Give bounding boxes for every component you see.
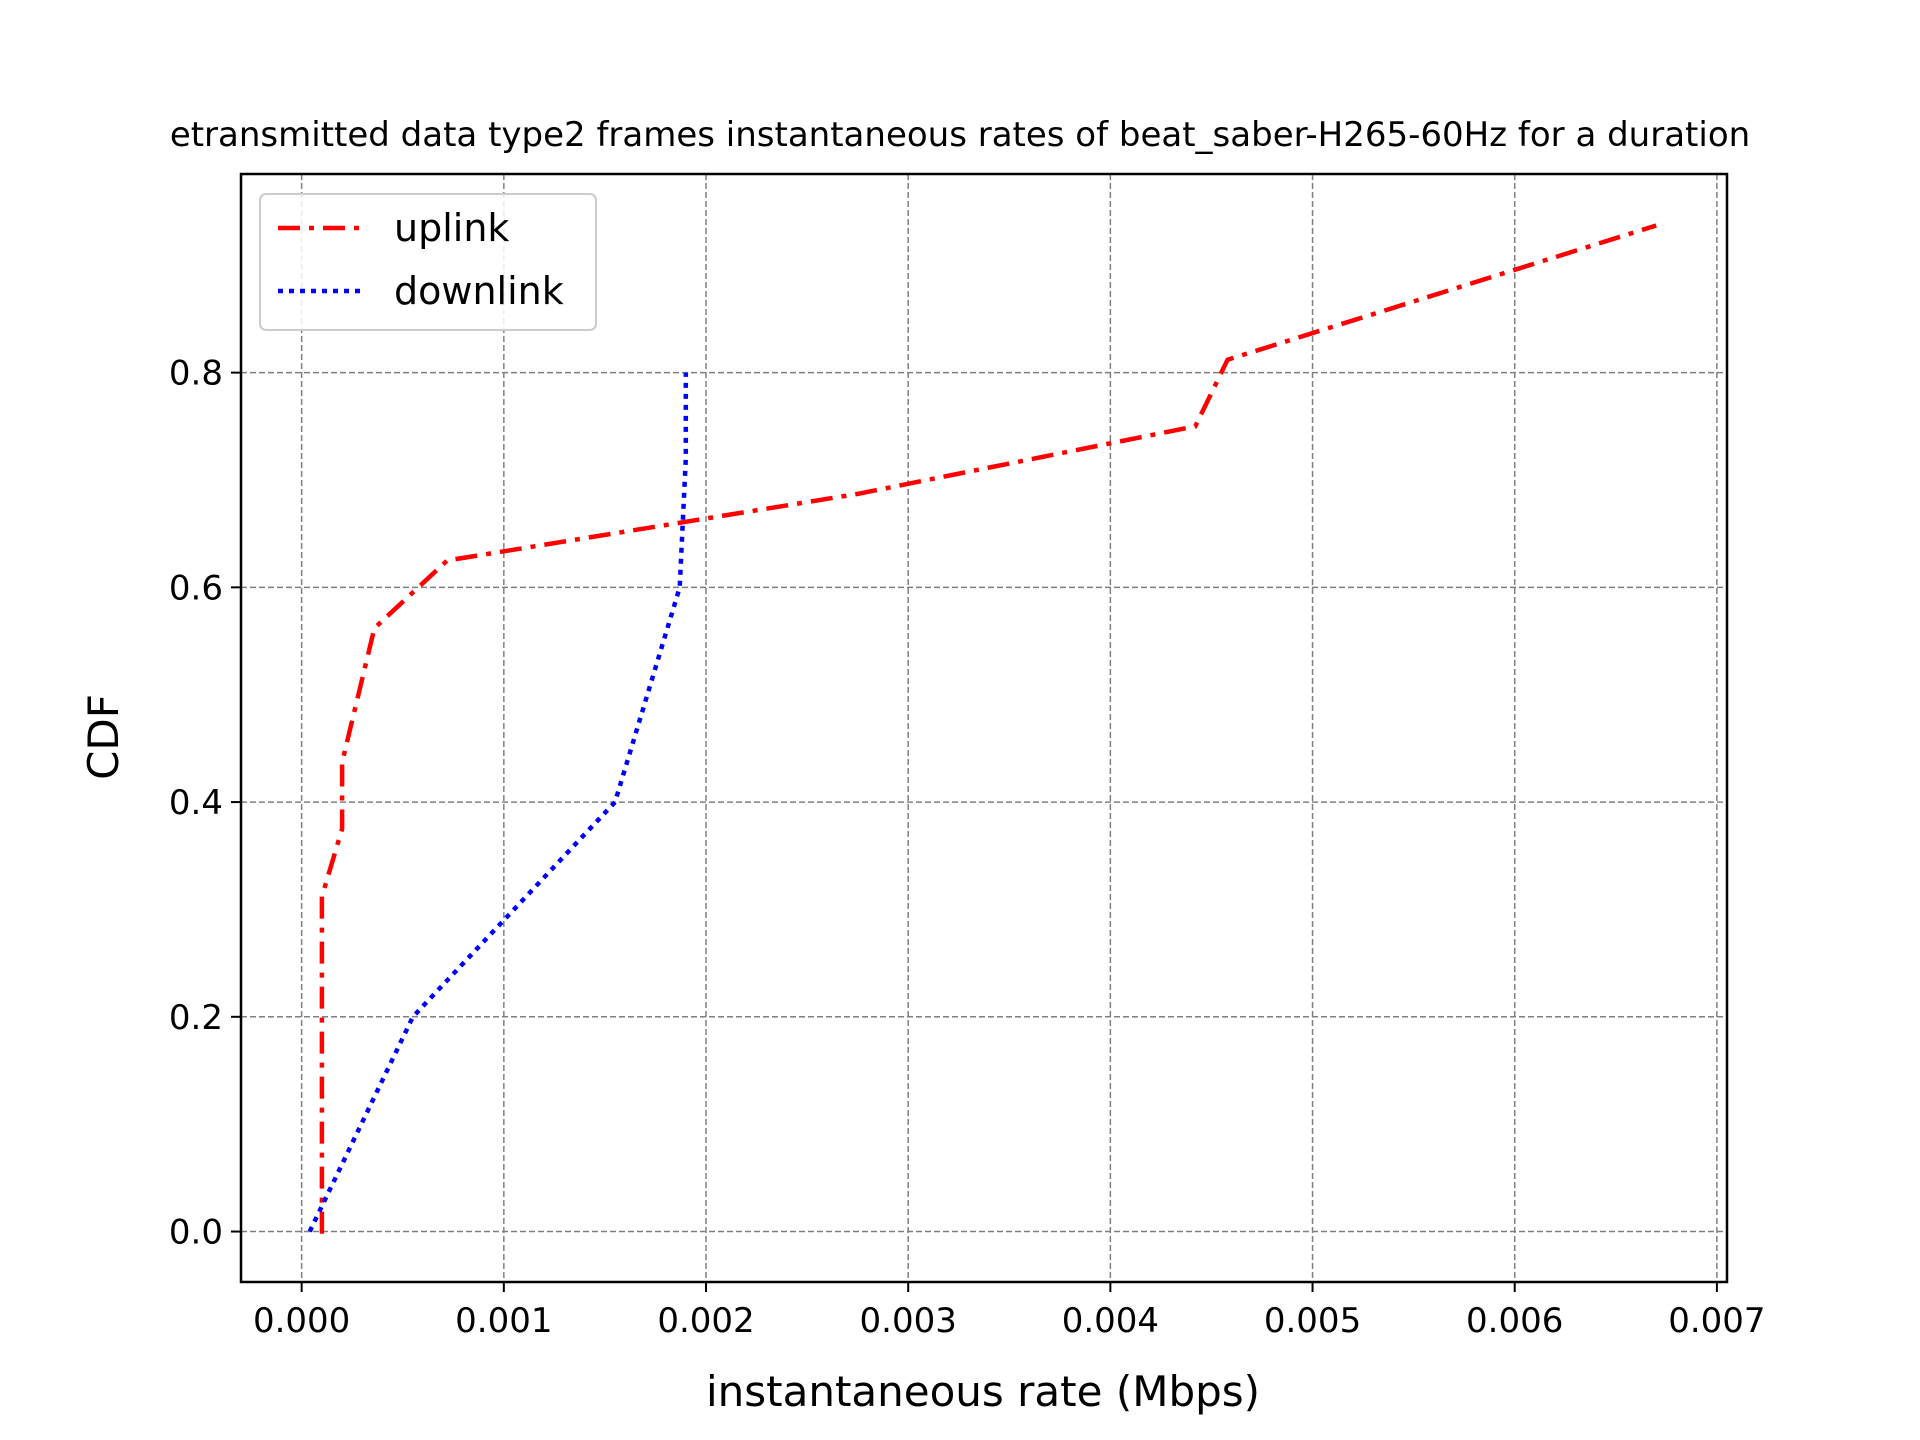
plot-frame [239,172,1729,1284]
y-ticks: 0.0 0.2 0.4 0.6 0.8 [169,354,241,1253]
chart-title: etransmitted data type2 frames instantan… [170,115,1750,155]
series-line-downlink [307,372,689,1233]
x-tick-label: 0.007 [1668,1301,1765,1341]
x-tick-label: 0.000 [253,1301,350,1341]
y-tick-label: 0.8 [169,354,223,394]
x-axis-label: instantaneous rate (Mbps) [706,1367,1260,1416]
x-tick-label: 0.002 [657,1301,754,1341]
y-tick-label: 0.0 [169,1213,223,1253]
grid-lines [241,174,1727,1282]
x-tick-label: 0.005 [1264,1301,1361,1341]
x-tick-label: 0.003 [860,1301,957,1341]
x-tick-label: 0.006 [1466,1301,1563,1341]
y-tick-label: 0.4 [169,783,223,823]
legend: uplink downlink [259,193,597,331]
y-axis-label: CDF [79,694,128,780]
series-line-uplink [319,223,1657,1234]
legend-label-downlink: downlink [394,269,564,313]
x-ticks: 0.000 0.001 0.002 0.003 0.004 0.005 0.006 0.007 [253,1282,1766,1341]
y-tick-label: 0.2 [169,998,223,1038]
x-tick-label: 0.004 [1062,1301,1159,1341]
x-tick-label: 0.001 [455,1301,552,1341]
legend-label-uplink: uplink [394,206,509,250]
y-tick-label: 0.6 [169,568,223,608]
series-layer [307,223,1657,1234]
